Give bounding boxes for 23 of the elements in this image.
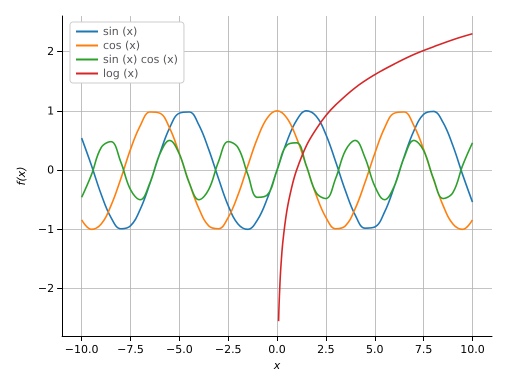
x-tick-label: −10.0 [64, 343, 99, 356]
x-tick-label: −7.5 [117, 343, 144, 356]
line-series [80, 140, 474, 201]
x-axis-title: x [272, 358, 281, 372]
y-tick-label: 1 [47, 104, 54, 118]
legend-label: sin (x) [103, 25, 138, 38]
y-tick-label: 2 [47, 45, 54, 58]
legend-label: cos (x) [103, 39, 140, 52]
legend-label: log (x) [103, 67, 138, 80]
x-tick-label: 5.0 [366, 343, 384, 356]
y-tick-label: −2 [38, 282, 54, 296]
line-series [278, 32, 474, 322]
y-tick-label: −1 [38, 222, 54, 236]
y-axis-title: f(x) [15, 166, 28, 186]
legend-label: sin (x) cos (x) [103, 53, 178, 66]
y-tick-label: 0 [47, 164, 54, 177]
line-series [80, 110, 474, 230]
x-tick-label: 2.5 [317, 343, 335, 356]
x-tick-label: 7.5 [414, 343, 432, 356]
x-tick-label: 10.0 [460, 343, 485, 356]
x-tick-label: 0.0 [268, 343, 286, 356]
x-tick-label: −5.0 [166, 343, 193, 356]
x-tick-label: −2.5 [214, 343, 242, 356]
